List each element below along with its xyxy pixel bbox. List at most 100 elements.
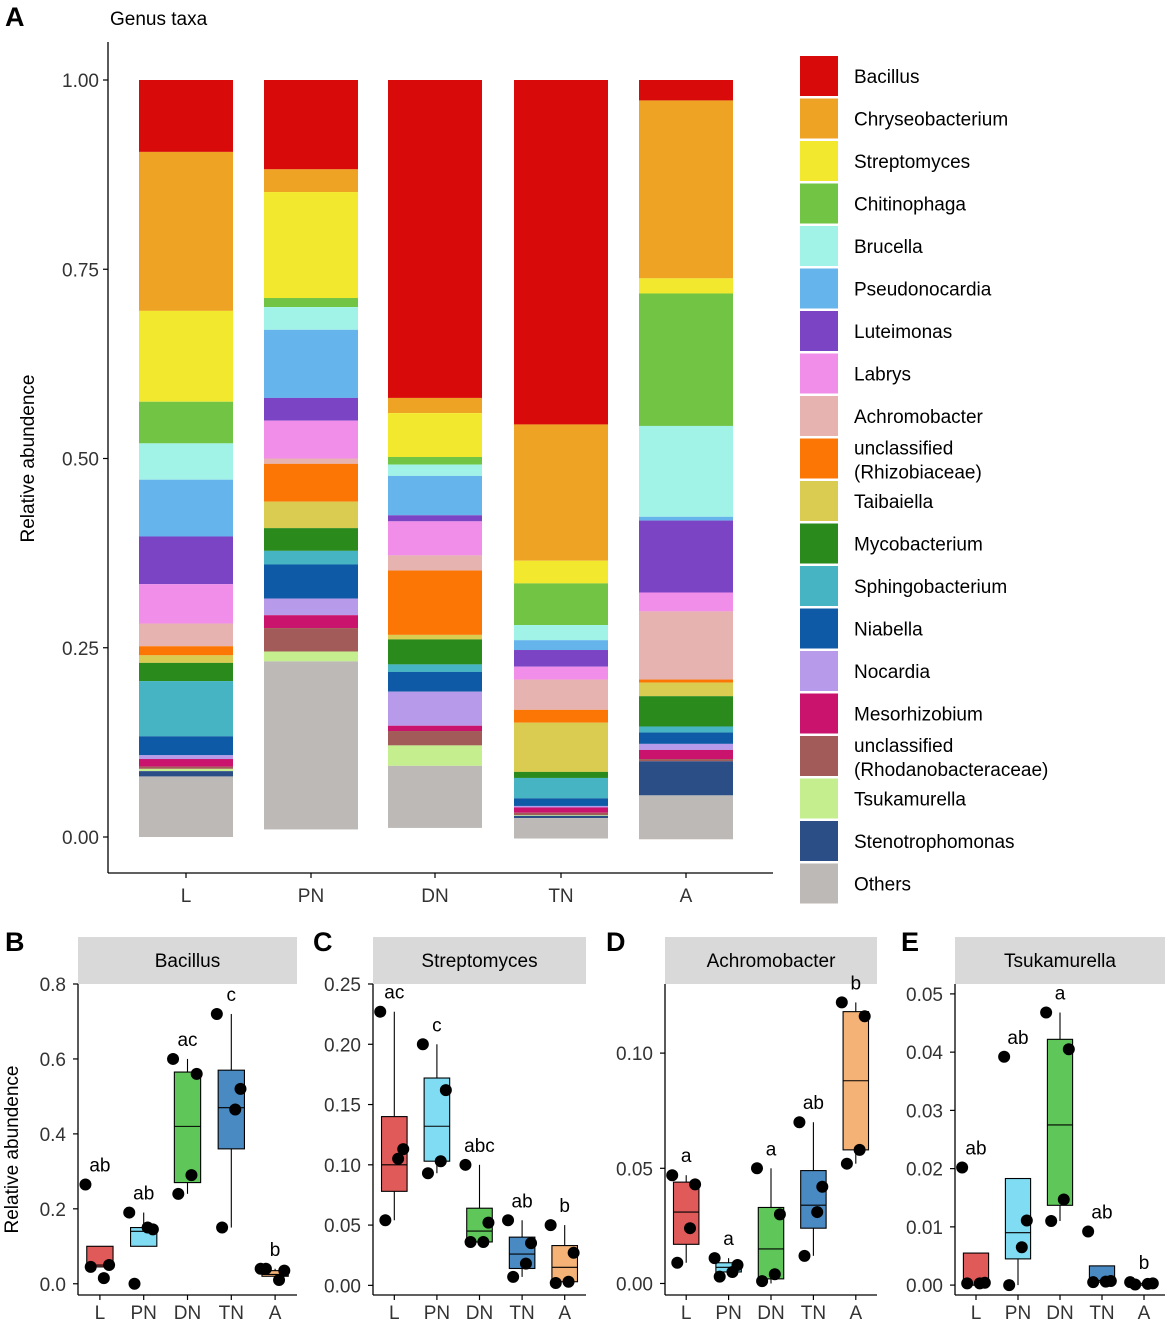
legend-label-unclassified-rhizobiaceae: unclassified (Rhizobiaceae)	[854, 439, 982, 484]
bar-segment-tn-chitinophaga	[514, 583, 608, 626]
bar-segment-dn-others	[388, 765, 482, 828]
legend-label-tsukamurella: Tsukamurella	[854, 790, 966, 811]
bar-segment-a-brucella	[639, 425, 733, 517]
legend-label-luteimonas: Luteimonas	[854, 322, 952, 343]
bar-segment-pn-unclassified-rhodanobacteraceae	[264, 628, 358, 652]
legend-swatch-sphingobacterium	[800, 566, 838, 606]
y-tick-label: 0.8	[40, 975, 66, 996]
bar-segment-pn-streptomyces	[264, 192, 358, 299]
bar-segment-l-mycobacterium	[139, 662, 233, 682]
panel-letters: A B C D E	[5, 2, 919, 957]
bar-segment-a-chitinophaga	[639, 293, 733, 426]
legend-label-others: Others	[854, 875, 911, 896]
bar-segment-dn-nocardia	[388, 691, 482, 726]
legend-label-unclassified-rhodanobacteraceae: unclassified (Rhodanobacteraceae)	[854, 736, 1048, 781]
significance-letter-dn: a	[766, 1139, 777, 1160]
data-point-dn	[464, 1235, 477, 1248]
bar-segment-l-nocardia	[139, 755, 233, 760]
x-tick-label: PN	[715, 1303, 741, 1324]
legend-swatch-brucella	[800, 226, 838, 266]
bar-segment-tn-tsukamurella	[514, 815, 608, 816]
y-tick-label: 0.10	[616, 1044, 653, 1065]
y-tick-label: 0.20	[324, 1035, 361, 1056]
legend-label-pseudonocardia: Pseudonocardia	[854, 280, 992, 301]
data-point-l	[671, 1256, 684, 1269]
facet-title: Streptomyces	[421, 951, 537, 972]
bar-segment-tn-pseudonocardia	[514, 640, 608, 651]
data-point-pn	[713, 1270, 726, 1283]
data-point-l	[103, 1259, 116, 1272]
significance-letter-tn: ab	[512, 1191, 533, 1212]
significance-letter-dn: a	[1055, 984, 1066, 1005]
bar-segment-l-niabella	[139, 736, 233, 756]
data-point-dn	[167, 1052, 180, 1065]
y-tick-label: 0.75	[62, 260, 99, 281]
bar-segment-a-mycobacterium	[639, 696, 733, 727]
legend-label-achromobacter: Achromobacter	[854, 407, 984, 428]
x-tick-label: A	[1138, 1303, 1151, 1324]
legend-label-mycobacterium: Mycobacterium	[854, 535, 983, 556]
data-point-l	[684, 1222, 697, 1235]
bar-segment-l-pseudonocardia	[139, 479, 233, 537]
box-panel-achromobacter: Achromobacter 0.00 0.05 0.10 a La PN a DN ab TN b A	[616, 937, 877, 1324]
data-point-l	[666, 1169, 679, 1182]
significance-letter-l: ab	[965, 1138, 986, 1159]
data-point-a	[1141, 1277, 1154, 1290]
significance-letter-tn: c	[227, 985, 237, 1006]
box-panels: Bacillus0.00.20.40.60.8abLabPNacDNcTNbAR…	[2, 937, 1165, 1324]
facet-strip	[373, 937, 586, 984]
bar-segment-dn-luteimonas	[388, 515, 482, 522]
x-tick-label: PN	[424, 1303, 450, 1324]
data-point-l	[79, 1178, 92, 1191]
data-point-l	[374, 1005, 387, 1018]
bar-segment-pn-chryseobacterium	[264, 169, 358, 193]
bar-segment-dn-streptomyces	[388, 413, 482, 457]
data-point-dn	[1057, 1193, 1070, 1206]
bar-segment-tn-mycobacterium	[514, 771, 608, 778]
bar-segment-pn-mesorhizobium	[264, 615, 358, 629]
data-point-tn	[1087, 1276, 1100, 1289]
bar-segment-a-nocardia	[639, 743, 733, 750]
y-tick-label: 0.25	[62, 639, 99, 660]
facet-title: Achromobacter	[707, 951, 837, 972]
bar-segment-tn-niabella	[514, 798, 608, 806]
x-tick-label: TN	[219, 1303, 244, 1324]
significance-letter-tn: ab	[803, 1093, 824, 1114]
data-point-pn	[1003, 1279, 1016, 1292]
x-tick-label: A	[269, 1303, 282, 1324]
legend-swatch-bacillus	[800, 56, 838, 96]
legend-swatch-mycobacterium	[800, 523, 838, 564]
data-point-pn	[439, 1084, 452, 1097]
data-point-l	[392, 1152, 405, 1165]
legend-swatch-others	[800, 863, 838, 904]
x-tick-label: L	[389, 1303, 400, 1324]
data-point-pn	[141, 1221, 154, 1234]
bar-segment-l-streptomyces	[139, 310, 233, 402]
data-point-a	[562, 1275, 575, 1288]
y-tick-label: 1.00	[62, 71, 99, 92]
data-point-dn	[172, 1187, 185, 1200]
significance-letter-pn: ab	[133, 1184, 154, 1205]
bar-segment-l-tsukamurella	[139, 768, 233, 772]
bar-segment-dn-mesorhizobium	[388, 725, 482, 732]
bar-segment-tn-taibaiella	[514, 722, 608, 772]
bar-segment-tn-sphingobacterium	[514, 777, 608, 799]
legend-label-brucella: Brucella	[854, 237, 923, 258]
data-point-dn	[185, 1169, 198, 1182]
significance-letter-pn: a	[723, 1229, 734, 1250]
legend-swatch-chitinophaga	[800, 183, 838, 224]
data-point-dn	[1040, 1006, 1053, 1019]
data-point-a	[278, 1264, 291, 1277]
data-point-pn	[998, 1050, 1011, 1063]
significance-letter-tn: ab	[1091, 1203, 1112, 1224]
x-tick-label: TN	[548, 886, 573, 907]
bar-segment-a-luteimonas	[639, 520, 733, 593]
y-tick-label: 0.0	[40, 1275, 66, 1296]
bar-segment-l-chryseobacterium	[139, 151, 233, 311]
y-tick-label: 0.04	[906, 1043, 943, 1064]
y-tick-label: 0.00	[324, 1276, 361, 1297]
bar-segment-l-luteimonas	[139, 536, 233, 585]
legend-label-niabella: Niabella	[854, 620, 923, 641]
data-point-tn	[525, 1237, 538, 1250]
legend-label-bacillus: Bacillus	[854, 67, 919, 88]
